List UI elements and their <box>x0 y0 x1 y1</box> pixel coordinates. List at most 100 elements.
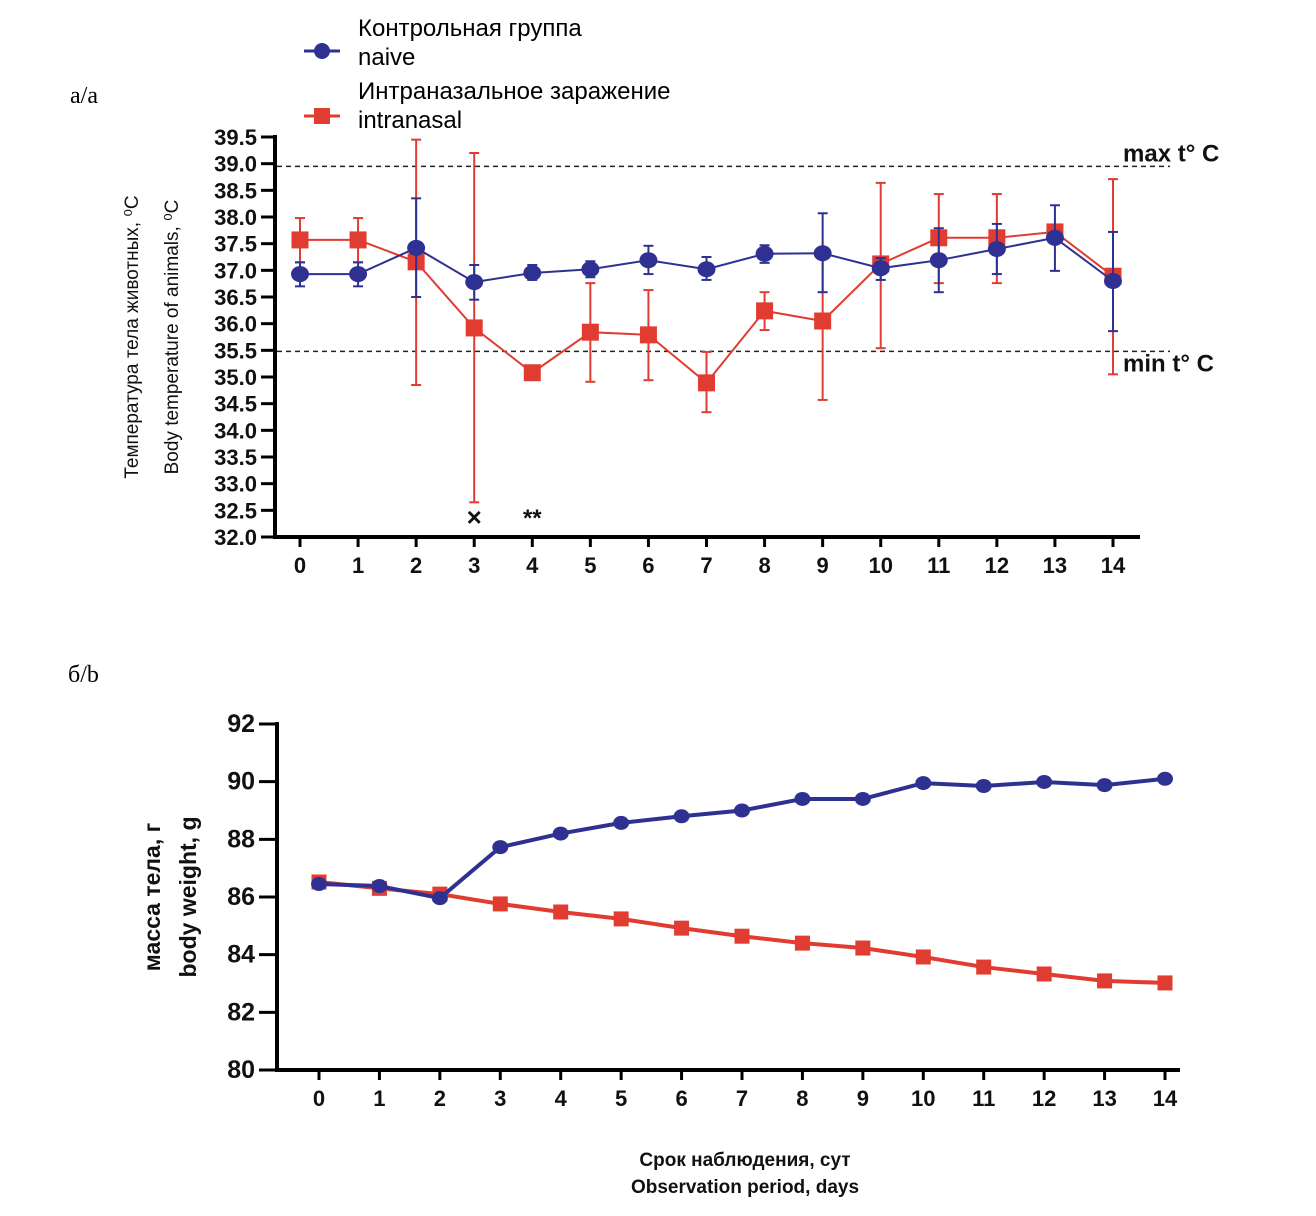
y-tick-label: 86 <box>227 883 255 911</box>
data-point-naive <box>929 252 948 269</box>
significance-marker: × <box>467 502 482 532</box>
y-tick-label: 32.0 <box>214 525 257 550</box>
x-tick-label: 4 <box>555 1086 568 1111</box>
data-point-intranasal <box>734 928 750 944</box>
data-point-naive <box>975 778 992 793</box>
panel-label-a: a/a <box>70 83 98 109</box>
x-tick-label: 6 <box>642 553 654 578</box>
y-tick-label: 84 <box>227 941 255 969</box>
series-naive <box>291 197 1122 333</box>
x-tick-label: 12 <box>1032 1086 1056 1111</box>
significance-marker: ** <box>523 505 542 532</box>
y-tick-label: 37.0 <box>214 258 257 283</box>
data-point-naive <box>371 879 388 894</box>
y-tick-label: 36.5 <box>214 285 257 310</box>
x-tick-label: 2 <box>434 1086 446 1111</box>
series-intranasal <box>291 138 1122 504</box>
data-point-naive <box>854 791 871 806</box>
y-tick-label: 92 <box>227 710 255 738</box>
x-tick-label: 14 <box>1153 1086 1178 1111</box>
y-axis-title: масса тела, г body weight, g <box>139 817 201 978</box>
reference-label-max: max t° C <box>1123 140 1219 167</box>
y-axis-title-en: Body temperature of animals, ⁰C <box>162 200 183 475</box>
y-tick-label: 35.5 <box>214 338 257 363</box>
data-point-intranasal <box>915 949 931 965</box>
data-point-naive <box>734 803 750 818</box>
x-tick-label: 9 <box>817 553 829 578</box>
data-point-naive <box>523 265 542 281</box>
x-tick-label: 10 <box>911 1086 935 1111</box>
data-point-naive <box>813 245 832 262</box>
x-tick-label: 7 <box>736 1086 748 1111</box>
y-axis-title-ru: масса тела, г <box>139 823 165 971</box>
x-tick-label: 1 <box>352 553 364 578</box>
data-point-intranasal <box>698 374 715 392</box>
y-tick-label: 38.5 <box>214 178 257 203</box>
x-axis-title-en: Observation period, days <box>631 1177 859 1198</box>
data-point-intranasal <box>465 319 483 337</box>
x-tick-label: 7 <box>700 553 712 578</box>
x-tick-label: 11 <box>927 553 950 578</box>
x-tick-label: 14 <box>1101 553 1126 578</box>
x-tick-label: 2 <box>410 553 422 578</box>
data-point-naive <box>552 826 569 841</box>
x-tick-label: 13 <box>1043 553 1067 578</box>
y-tick-label: 90 <box>227 768 255 796</box>
data-point-naive <box>1104 273 1122 289</box>
data-point-naive <box>613 815 630 830</box>
x-tick-label: 11 <box>972 1086 995 1111</box>
legend-label-intranasal-ru: Интраназальное заражение <box>358 78 671 105</box>
x-tick-label: 8 <box>758 553 770 578</box>
data-point-intranasal <box>674 920 690 936</box>
legend-label-naive-ru: Контрольная группа <box>358 15 582 42</box>
y-tick-label: 33.5 <box>214 445 257 470</box>
y-tick-label: 34.5 <box>214 392 257 417</box>
data-point-naive <box>639 252 658 269</box>
x-tick-label: 3 <box>468 553 480 578</box>
data-point-intranasal <box>976 959 992 975</box>
x-tick-label: 5 <box>615 1086 627 1111</box>
data-point-intranasal <box>291 231 309 249</box>
data-point-naive <box>407 239 426 256</box>
data-point-naive <box>492 840 509 855</box>
x-tick-label: 9 <box>857 1086 869 1111</box>
x-tick-label: 13 <box>1092 1086 1116 1111</box>
data-point-naive <box>755 245 774 262</box>
data-point-intranasal <box>639 326 657 344</box>
legend-marker-square-icon <box>304 108 340 124</box>
legend-marker-circle-icon <box>304 43 340 59</box>
x-tick-label: 4 <box>526 553 539 578</box>
y-tick-label: 36.0 <box>214 312 257 337</box>
y-tick-label: 39.0 <box>214 152 257 177</box>
data-point-naive <box>311 877 327 892</box>
data-point-intranasal <box>794 935 810 951</box>
data-point-intranasal <box>523 364 541 382</box>
data-point-naive <box>1036 774 1053 789</box>
data-point-naive <box>1096 778 1113 793</box>
y-axis-title: Температура тела животных, ⁰C Body tempe… <box>122 195 183 478</box>
legend-label-naive-en: naive <box>358 44 416 71</box>
data-point-naive <box>673 809 690 824</box>
data-point-intranasal <box>1157 975 1173 991</box>
data-point-naive <box>1157 771 1173 786</box>
data-point-naive <box>581 261 600 278</box>
y-axis-title-en: body weight, g <box>175 817 201 978</box>
temperature-chart: Температура тела животных, ⁰C Body tempe… <box>122 125 1219 578</box>
panel-label-b: б/b <box>68 662 99 688</box>
y-tick-label: 33.0 <box>214 472 257 497</box>
data-point-intranasal <box>553 904 569 920</box>
x-tick-label: 10 <box>868 553 892 578</box>
data-point-intranasal <box>814 312 832 330</box>
data-point-naive <box>697 261 716 278</box>
data-point-intranasal <box>1097 973 1113 989</box>
reference-label-min: min t° C <box>1123 350 1214 377</box>
x-tick-label: 1 <box>373 1086 385 1111</box>
y-tick-label: 35.0 <box>214 365 257 390</box>
data-point-naive <box>1045 229 1064 246</box>
body-weight-chart: масса тела, г body weight, g 80828486889… <box>139 710 1180 1198</box>
data-point-intranasal <box>756 302 774 320</box>
x-tick-label: 3 <box>494 1086 506 1111</box>
x-axis-title-ru: Срок наблюдения, сут <box>639 1150 850 1171</box>
legend-label-intranasal-en: intranasal <box>358 107 463 134</box>
y-tick-label: 82 <box>227 998 255 1026</box>
